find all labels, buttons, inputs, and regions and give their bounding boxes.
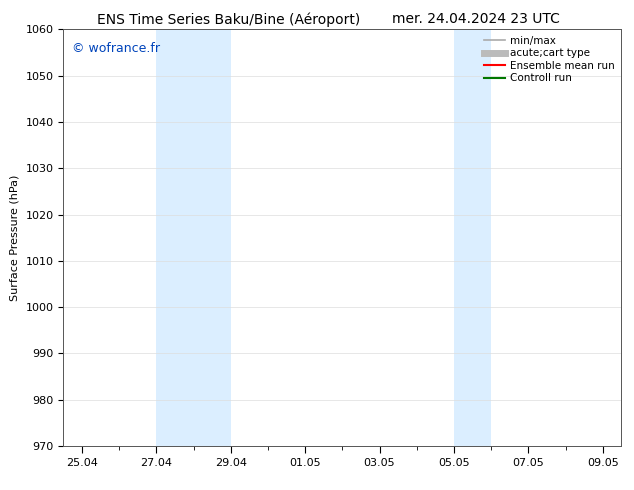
Text: ENS Time Series Baku/Bine (Aéroport): ENS Time Series Baku/Bine (Aéroport) [96, 12, 360, 27]
Bar [454, 29, 491, 446]
Bar [157, 29, 231, 446]
Legend: min/max, acute;cart type, Ensemble mean run, Controll run: min/max, acute;cart type, Ensemble mean … [481, 32, 618, 87]
Y-axis label: Surface Pressure (hPa): Surface Pressure (hPa) [10, 174, 20, 301]
Text: © wofrance.fr: © wofrance.fr [72, 42, 160, 55]
Text: mer. 24.04.2024 23 UTC: mer. 24.04.2024 23 UTC [392, 12, 559, 26]
